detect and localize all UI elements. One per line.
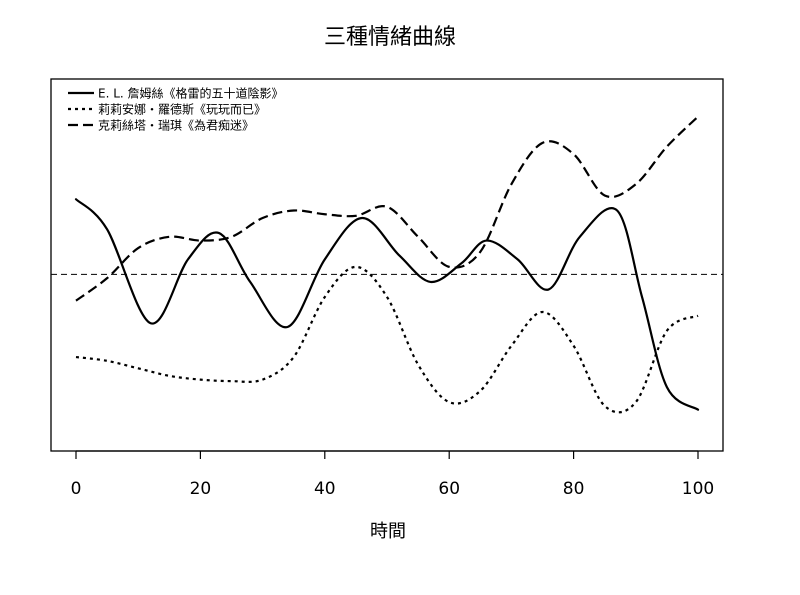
- x-axis: 0 20 40 60 80 100: [71, 450, 714, 499]
- chart-title: 三種情緒曲線: [324, 25, 456, 50]
- series-line-1: [74, 198, 700, 411]
- x-tick-label: 100: [682, 479, 714, 499]
- legend-label-1: E. L. 詹姆絲《格雷的五十道陰影》: [98, 86, 284, 101]
- series-line-2: [75, 265, 699, 414]
- x-tick-label: 0: [71, 479, 82, 499]
- legend-label-3: 克莉絲塔・瑞琪《為君痴迷》: [98, 118, 254, 133]
- series-layer: [74, 115, 700, 414]
- x-tick-label: 80: [563, 479, 585, 499]
- x-axis-label: 時間: [370, 521, 406, 542]
- series-line-3: [75, 115, 699, 302]
- legend: E. L. 詹姆絲《格雷的五十道陰影》莉莉安娜・羅德斯《玩玩而已》克莉絲塔・瑞琪…: [68, 86, 284, 133]
- x-tick-label: 40: [314, 479, 336, 499]
- x-tick-label: 60: [438, 479, 460, 499]
- legend-label-2: 莉莉安娜・羅德斯《玩玩而已》: [98, 102, 266, 117]
- x-tick-label: 20: [190, 479, 212, 499]
- plot-frame: [50, 78, 724, 452]
